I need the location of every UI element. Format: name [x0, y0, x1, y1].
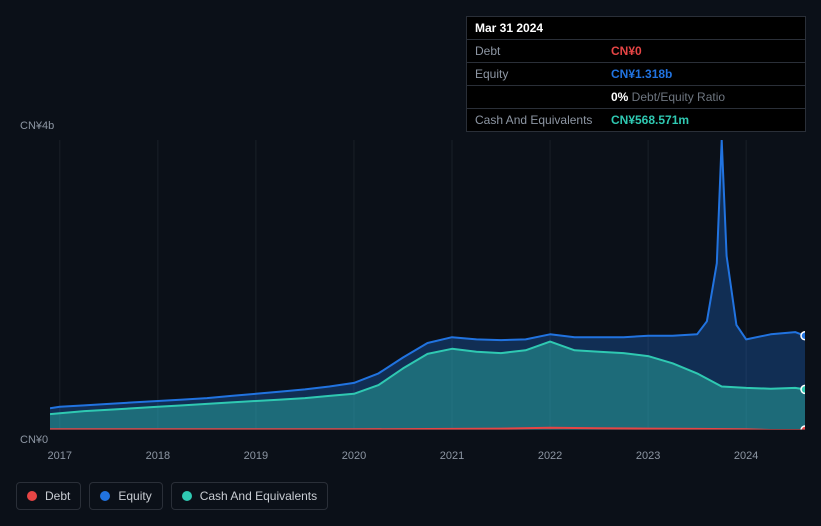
legend-item-equity[interactable]: Equity: [89, 482, 162, 510]
tooltip-row-equity: Equity CN¥1.318b: [467, 62, 805, 85]
x-tick-label: 2023: [636, 450, 660, 462]
legend-label: Equity: [118, 489, 151, 503]
tooltip-row-debt: Debt CN¥0: [467, 39, 805, 62]
x-tick-label: 2020: [342, 450, 366, 462]
chart-container: Mar 31 2024 Debt CN¥0 Equity CN¥1.318b 0…: [0, 0, 821, 526]
tooltip-key: Debt: [475, 44, 603, 58]
tooltip-value: 0% Debt/Equity Ratio: [611, 90, 725, 104]
y-axis-label-top: CN¥4b: [20, 120, 54, 132]
x-tick-label: 2017: [48, 450, 72, 462]
x-tick-label: 2022: [538, 450, 562, 462]
legend-swatch: [27, 491, 37, 501]
tooltip-date-row: Mar 31 2024: [467, 17, 805, 39]
legend-item-debt[interactable]: Debt: [16, 482, 81, 510]
ratio-suffix: Debt/Equity Ratio: [628, 90, 725, 104]
y-axis-label-bot: CN¥0: [20, 434, 48, 446]
legend-item-cash[interactable]: Cash And Equivalents: [171, 482, 328, 510]
tooltip-date: Mar 31 2024: [475, 21, 543, 35]
x-tick-label: 2019: [244, 450, 268, 462]
legend: Debt Equity Cash And Equivalents: [16, 482, 328, 510]
tooltip-panel: Mar 31 2024 Debt CN¥0 Equity CN¥1.318b 0…: [466, 16, 806, 132]
tooltip-row-ratio: 0% Debt/Equity Ratio: [467, 85, 805, 108]
x-axis: 2017 2018 2019 2020 2021 2022 2023 2024: [50, 450, 805, 466]
legend-swatch: [100, 491, 110, 501]
ratio-prefix: 0%: [611, 90, 628, 104]
tooltip-key: [475, 90, 603, 104]
tooltip-key: Equity: [475, 67, 603, 81]
chart-area: CN¥4b CN¥0: [16, 122, 805, 444]
x-tick-label: 2024: [734, 450, 758, 462]
legend-label: Debt: [45, 489, 70, 503]
x-tick-label: 2021: [440, 450, 464, 462]
x-tick-label: 2018: [146, 450, 170, 462]
plot-svg[interactable]: [50, 140, 805, 430]
tooltip-value: CN¥0: [611, 44, 642, 58]
legend-label: Cash And Equivalents: [200, 489, 317, 503]
legend-swatch: [182, 491, 192, 501]
tooltip-value: CN¥1.318b: [611, 67, 672, 81]
